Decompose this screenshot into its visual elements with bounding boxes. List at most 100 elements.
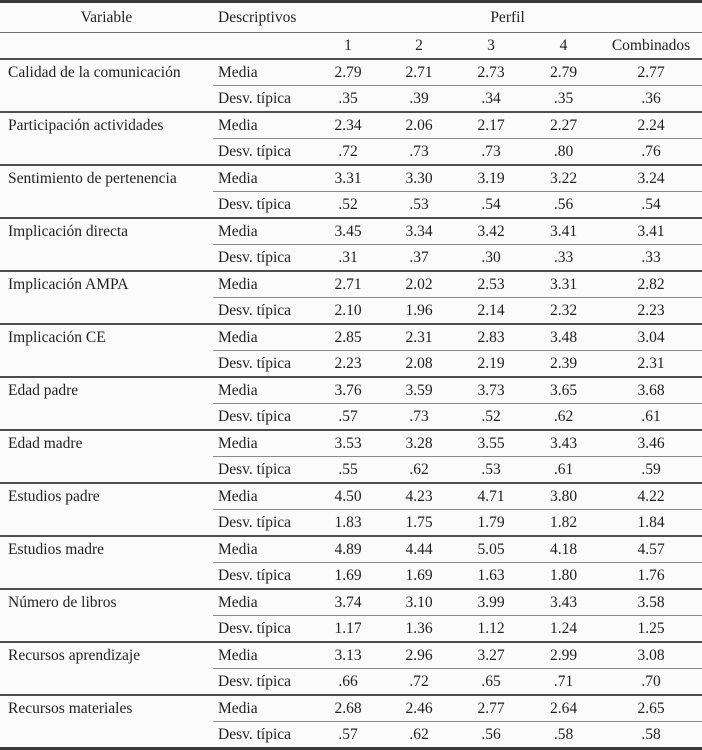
variable-name: Participación actividades (0, 112, 213, 166)
column-header-variable: Variable (0, 1, 213, 33)
table-row-desv: Desv. típica 2.10 1.96 2.14 2.32 2.23 (0, 297, 702, 325)
variable-name: Estudios madre (0, 536, 213, 590)
descriptive-label-media: Media (213, 218, 313, 245)
table-row-media: Recursos aprendizaje Media 3.13 2.96 3.27 2.9… (0, 642, 702, 696)
desv-value-col1: .72 (313, 138, 383, 166)
table-row-media: Estudios padre Media 4.50 4.23 4.71 3.80 4.22 (0, 483, 702, 537)
descriptive-label-desv: Desv. típica (213, 244, 313, 272)
descriptive-label-desv: Desv. típica (213, 615, 313, 643)
media-value-col5: 2.82 (600, 271, 702, 298)
media-value-col5: 3.68 (600, 377, 702, 404)
desv-value-col2: .53 (383, 191, 455, 219)
media-value-col4: 3.43 (527, 430, 600, 457)
descriptive-label-media: Media (213, 112, 313, 139)
media-value-col1: 4.89 (313, 536, 383, 563)
variable-name: Número de libros (0, 589, 213, 643)
header-row-sub: 1 2 3 4 Combinados (0, 32, 702, 60)
media-value-col5: 3.04 (600, 324, 702, 351)
empty-header-cell (0, 32, 213, 60)
table-row-desv: Desv. típica .57 .62 .56 .58 .58 (0, 722, 702, 749)
column-header-combinados: Combinados (600, 32, 702, 60)
desv-value-col3: 2.14 (455, 297, 527, 325)
media-value-col5: 4.22 (600, 483, 702, 510)
desv-value-col3: .73 (455, 138, 527, 166)
descriptive-label-desv: Desv. típica (213, 191, 313, 219)
media-value-col3: 2.77 (455, 695, 527, 722)
descriptive-label-media: Media (213, 377, 313, 404)
media-value-col5: 2.65 (600, 695, 702, 722)
media-value-col3: 3.19 (455, 165, 527, 192)
variable-name: Implicación CE (0, 324, 213, 378)
variable-name: Edad madre (0, 430, 213, 484)
descriptive-label-media: Media (213, 589, 313, 616)
descriptive-label-desv: Desv. típica (213, 350, 313, 378)
media-value-col2: 2.06 (383, 112, 455, 139)
media-value-col3: 3.42 (455, 218, 527, 245)
descriptive-label-desv: Desv. típica (213, 456, 313, 484)
desv-value-col5: .61 (600, 403, 702, 431)
column-header-perfil-1: 1 (313, 32, 383, 60)
column-header-perfil-2: 2 (383, 32, 455, 60)
desv-value-col3: .34 (455, 85, 527, 113)
column-header-descriptivos: Descriptivos (213, 1, 313, 33)
media-value-col4: 3.22 (527, 165, 600, 192)
column-header-perfil: Perfil (313, 1, 702, 33)
table-row-desv: Desv. típica .72.73.73.80.76 (0, 138, 702, 166)
media-value-col3: 3.55 (455, 430, 527, 457)
media-value-col3: 2.53 (455, 271, 527, 298)
table-row-media: Estudios madre Media 4.89 4.44 5.05 4.18 4.57 (0, 536, 702, 590)
desv-value-col5: 1.84 (600, 509, 702, 537)
descriptive-label-desv: Desv. típica (213, 138, 313, 166)
desv-value-col4: 1.80 (527, 562, 600, 590)
table-row-media: Edad padre Media 3.76 3.59 3.73 3.65 3.68 (0, 377, 702, 431)
table-row-media: Participación actividades Media 2.34 2.06 2.… (0, 112, 702, 166)
table-row-desv: Desv. típica .55.62.53.61.59 (0, 456, 702, 484)
table-row-desv: Desv. típica .66.72.65.71.70 (0, 668, 702, 696)
table-row-media: Implicación CE Media 2.85 2.31 2.83 3.48 3.04 (0, 324, 702, 378)
table-row-media: Implicación directa Media 3.45 3.34 3.42 3.41… (0, 218, 702, 272)
table-row-desv: Desv. típica 2.23 2.08 2.19 2.39 2.31 (0, 350, 702, 378)
descriptive-label-media: Media (213, 536, 313, 563)
desv-value-col3: 1.12 (455, 615, 527, 643)
desv-value-col3: .56 (481, 726, 501, 743)
media-value-col1: 3.13 (313, 642, 383, 669)
media-value-col1: 2.34 (313, 112, 383, 139)
media-value-col3: 3.99 (455, 589, 527, 616)
column-header-perfil-3: 3 (455, 32, 527, 60)
desv-value-col1: .52 (313, 191, 383, 219)
media-value-col1: 4.50 (313, 483, 383, 510)
descriptive-label-desv: Desv. típica (218, 726, 292, 743)
media-value-col4: 3.31 (527, 271, 600, 298)
desv-value-col2: 1.36 (383, 615, 455, 643)
desv-value-col3: 1.79 (455, 509, 527, 537)
media-value-col2: 2.02 (383, 271, 455, 298)
desv-value-col4: .35 (527, 85, 600, 113)
media-value-col1: 2.79 (313, 59, 383, 86)
desv-value-col3: .52 (455, 403, 527, 431)
desv-value-col1: .66 (313, 668, 383, 696)
media-value-col5: 2.77 (600, 59, 702, 86)
media-value-col5: 3.41 (600, 218, 702, 245)
table-row-media: Recursos materiales Media 2.68 2.46 2.77 2.64… (0, 695, 702, 750)
media-value-col3: 2.73 (455, 59, 527, 86)
media-value-col1: 2.85 (313, 324, 383, 351)
column-header-perfil-4: 4 (527, 32, 600, 60)
media-value-col4: 3.41 (527, 218, 600, 245)
media-value-col4: 2.79 (527, 59, 600, 86)
descriptive-label-media: Media (213, 271, 313, 298)
media-value-col3: 3.73 (455, 377, 527, 404)
desv-value-col2: .37 (383, 244, 455, 272)
variable-name: Edad padre (0, 377, 213, 431)
media-value-col3: 3.27 (455, 642, 527, 669)
table-row-media: Implicación AMPA Media 2.71 2.02 2.53 3.31 2.8… (0, 271, 702, 325)
desv-value-col5: .59 (600, 456, 702, 484)
media-value-col2: 4.44 (383, 536, 455, 563)
desv-value-col2: 1.69 (383, 562, 455, 590)
variable-name: Recursos aprendizaje (0, 642, 213, 696)
media-value-col4: 3.43 (527, 589, 600, 616)
descriptive-label-desv: Desv. típica (213, 403, 313, 431)
media-value-col1: 2.71 (313, 271, 383, 298)
desv-value-col3: .53 (455, 456, 527, 484)
table-row-desv: Desv. típica 1.17 1.36 1.12 1.24 1.25 (0, 615, 702, 643)
